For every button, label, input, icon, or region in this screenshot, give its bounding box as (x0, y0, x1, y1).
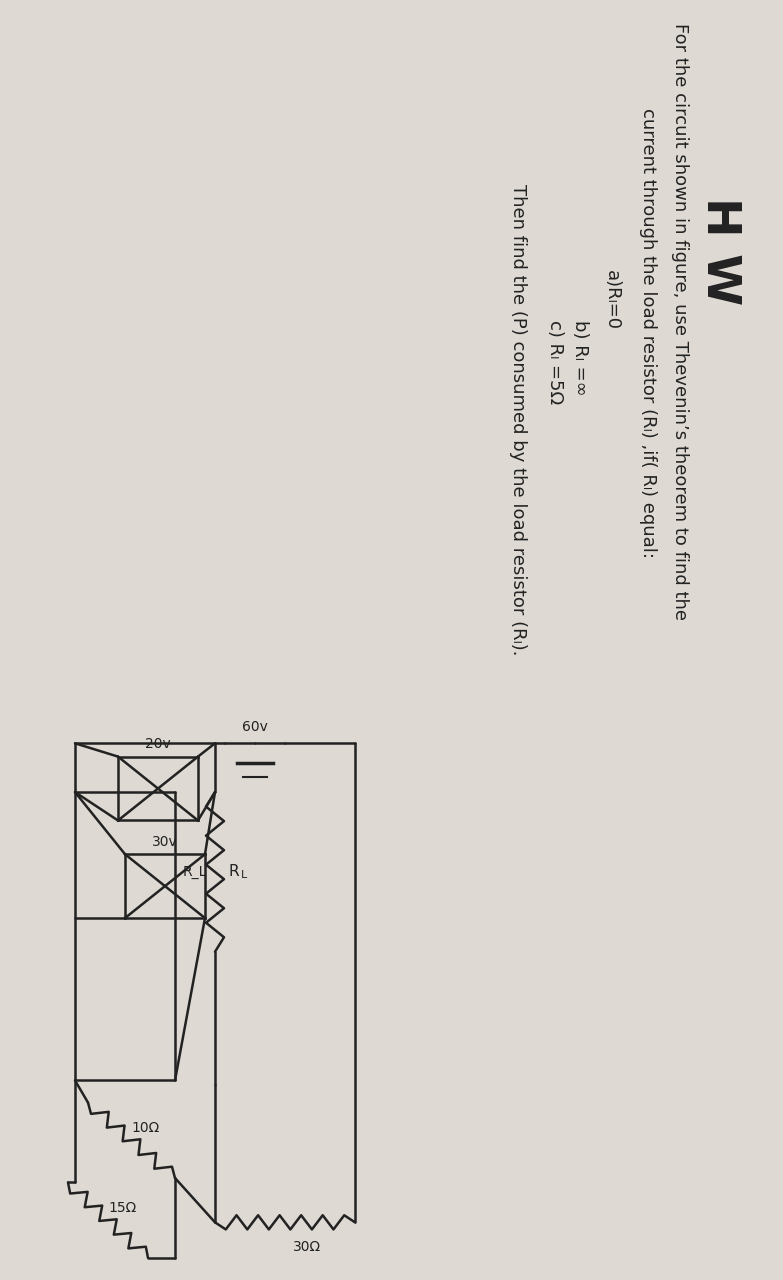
Text: R: R (229, 864, 240, 879)
Text: R_L: R_L (182, 865, 207, 879)
Text: 30Ω: 30Ω (293, 1240, 321, 1254)
Text: current through the load resistor (Rₗ) ,if( Rₗ) equal:: current through the load resistor (Rₗ) ,… (639, 108, 657, 558)
Text: b) Rₗ =∞: b) Rₗ =∞ (571, 320, 589, 396)
Text: c) Rₗ =5Ω: c) Rₗ =5Ω (546, 320, 564, 404)
Text: 15Ω: 15Ω (108, 1201, 137, 1215)
Text: 60v: 60v (242, 721, 268, 735)
Text: 10Ω: 10Ω (132, 1120, 160, 1134)
Text: a)Rₗ=0: a)Rₗ=0 (603, 270, 621, 330)
Text: H W: H W (698, 197, 742, 305)
Text: For the circuit shown in figure, use Thevenin’s theorem to find the: For the circuit shown in figure, use The… (671, 23, 689, 621)
Text: 30v: 30v (152, 835, 178, 849)
Text: 20v: 20v (145, 737, 171, 751)
Text: Then find the (P) consumed by the load resistor (Rₗ).: Then find the (P) consumed by the load r… (509, 184, 527, 655)
Text: L: L (241, 870, 247, 881)
